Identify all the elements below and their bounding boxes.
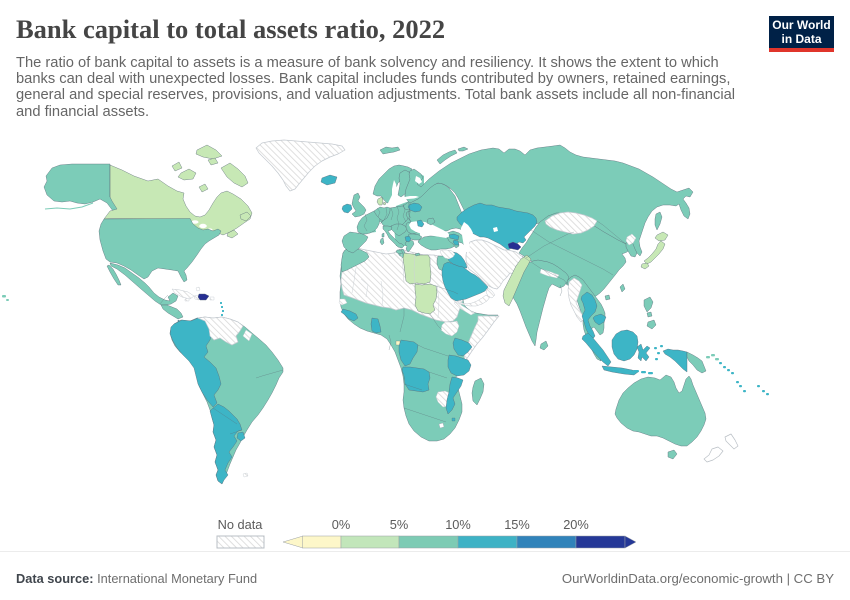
- svg-text:5%: 5%: [390, 517, 409, 532]
- svg-text:10%: 10%: [445, 517, 471, 532]
- svg-text:15%: 15%: [504, 517, 530, 532]
- svg-text:20%: 20%: [563, 517, 589, 532]
- svg-text:0%: 0%: [332, 517, 351, 532]
- svg-text:No data: No data: [218, 517, 264, 532]
